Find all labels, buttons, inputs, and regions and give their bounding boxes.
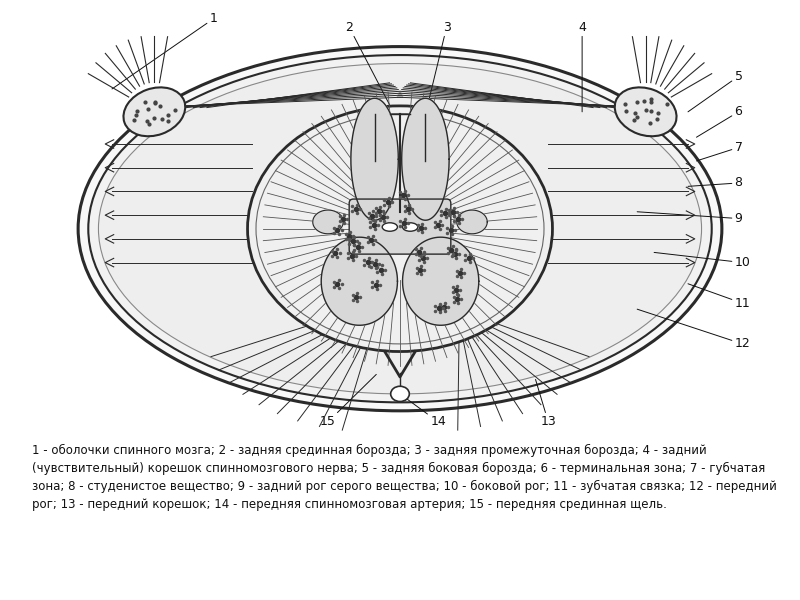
Text: 3: 3: [426, 20, 450, 115]
Text: 4: 4: [578, 20, 586, 112]
Ellipse shape: [88, 55, 712, 403]
Text: 9: 9: [637, 212, 742, 225]
Ellipse shape: [98, 64, 702, 394]
Ellipse shape: [78, 47, 722, 411]
Polygon shape: [402, 237, 478, 325]
Text: 15: 15: [320, 374, 376, 428]
Polygon shape: [313, 210, 343, 234]
Ellipse shape: [123, 88, 186, 136]
Ellipse shape: [390, 386, 410, 401]
Text: 11: 11: [688, 284, 750, 310]
Polygon shape: [322, 237, 398, 325]
Text: 13: 13: [535, 379, 556, 428]
Text: 8: 8: [688, 176, 742, 190]
Text: 2: 2: [346, 20, 394, 112]
Text: 1 - оболочки спинного мозга; 2 - задняя срединная борозда; 3 - задняя промежуточ: 1 - оболочки спинного мозга; 2 - задняя …: [32, 444, 777, 511]
Polygon shape: [402, 98, 449, 220]
Ellipse shape: [247, 106, 553, 352]
Polygon shape: [457, 210, 487, 234]
Text: 14: 14: [400, 394, 446, 428]
Ellipse shape: [614, 88, 677, 136]
FancyBboxPatch shape: [349, 199, 451, 254]
Text: 10: 10: [654, 253, 750, 269]
Text: 6: 6: [697, 106, 742, 137]
Text: 7: 7: [697, 141, 742, 161]
Text: 1: 1: [112, 12, 218, 89]
Polygon shape: [351, 98, 398, 220]
Ellipse shape: [256, 113, 544, 344]
Ellipse shape: [382, 223, 398, 231]
Text: 12: 12: [637, 309, 750, 350]
Ellipse shape: [402, 223, 418, 231]
Text: 5: 5: [688, 70, 742, 112]
